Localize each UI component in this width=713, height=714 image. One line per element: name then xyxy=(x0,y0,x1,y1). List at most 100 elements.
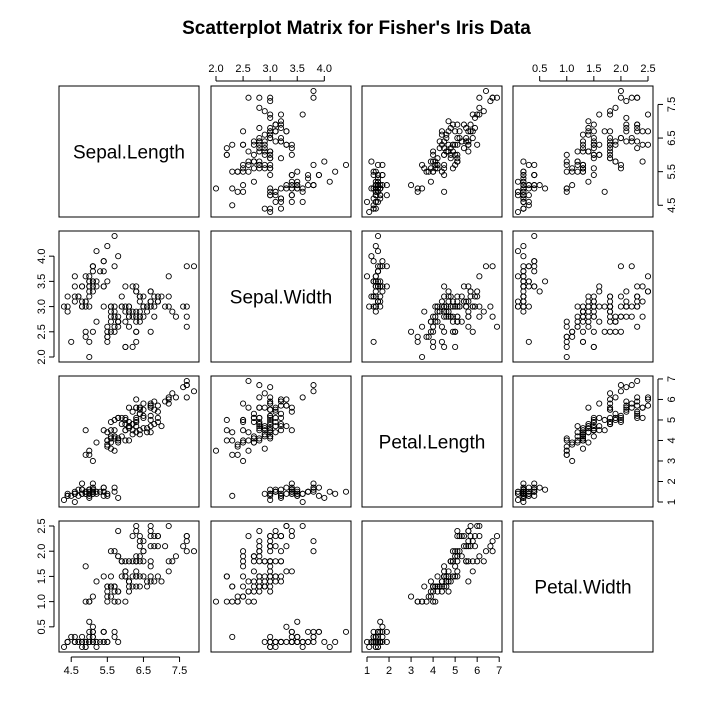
data-point xyxy=(310,94,317,101)
data-point xyxy=(154,533,161,540)
data-point xyxy=(111,484,118,491)
data-point xyxy=(144,308,151,315)
data-point xyxy=(590,145,597,152)
data-point xyxy=(463,298,470,305)
x-tick-label: 1.0 xyxy=(559,63,574,75)
data-point xyxy=(133,396,140,403)
data-point xyxy=(133,527,140,535)
data-point xyxy=(147,404,154,411)
data-point xyxy=(474,293,481,300)
data-point xyxy=(272,527,279,535)
data-point xyxy=(100,258,107,265)
data-point xyxy=(272,423,279,430)
data-point xyxy=(569,168,576,175)
data-point xyxy=(368,638,375,646)
y-tick-label: 2.5 xyxy=(36,518,48,533)
data-point xyxy=(89,486,96,493)
data-point xyxy=(111,303,118,310)
data-point xyxy=(122,573,129,580)
data-point xyxy=(245,377,252,385)
data-point xyxy=(520,243,527,250)
data-point xyxy=(267,558,274,565)
data-point xyxy=(430,148,437,155)
data-point xyxy=(458,553,465,560)
data-point xyxy=(370,185,377,192)
data-point xyxy=(476,94,483,101)
data-point xyxy=(617,94,624,101)
data-point xyxy=(607,406,614,413)
data-point xyxy=(272,573,279,580)
data-point xyxy=(294,633,301,640)
data-point xyxy=(590,414,597,421)
data-point xyxy=(368,185,375,192)
data-point xyxy=(256,165,263,172)
data-point xyxy=(476,273,483,280)
data-point xyxy=(229,168,236,175)
data-point xyxy=(414,598,421,605)
data-point xyxy=(454,573,461,580)
data-point xyxy=(93,318,100,325)
x-tick-label: 0.5 xyxy=(532,63,547,75)
data-point xyxy=(283,543,290,550)
data-point xyxy=(476,111,483,118)
data-point xyxy=(288,628,295,635)
data-point xyxy=(89,328,96,335)
data-point xyxy=(140,558,147,565)
data-point xyxy=(520,263,527,270)
data-point xyxy=(165,568,172,575)
data-point xyxy=(634,323,641,330)
data-point xyxy=(460,533,468,540)
data-point xyxy=(452,573,459,580)
data-point xyxy=(82,328,89,335)
data-point xyxy=(445,118,452,125)
data-point xyxy=(169,558,176,565)
data-point xyxy=(256,558,263,565)
data-point xyxy=(585,298,592,305)
data-point xyxy=(261,490,268,497)
data-point xyxy=(427,158,434,165)
data-point xyxy=(585,323,592,330)
data-point xyxy=(363,273,371,280)
data-point xyxy=(104,588,111,595)
data-point xyxy=(476,104,483,111)
x-tick-label: 7 xyxy=(496,665,502,677)
data-point xyxy=(460,121,468,128)
data-point xyxy=(104,443,111,450)
data-point xyxy=(438,298,445,305)
data-point xyxy=(277,494,285,501)
data-point xyxy=(585,318,592,325)
data-point xyxy=(256,527,263,535)
y-tick-label: 3.0 xyxy=(36,299,48,314)
data-point xyxy=(118,293,125,300)
data-point xyxy=(377,638,384,646)
data-point xyxy=(372,198,379,205)
data-point xyxy=(111,447,118,454)
data-point xyxy=(590,308,597,315)
data-point xyxy=(250,578,257,585)
data-point xyxy=(383,182,390,189)
data-point xyxy=(370,638,377,646)
data-point xyxy=(165,293,172,300)
data-point xyxy=(590,141,597,148)
data-point xyxy=(288,178,295,185)
data-point xyxy=(366,643,373,651)
data-point xyxy=(288,145,295,152)
data-point xyxy=(240,457,247,465)
data-point xyxy=(267,128,274,135)
data-point xyxy=(379,288,386,295)
data-point xyxy=(256,145,263,152)
data-point xyxy=(445,288,452,295)
data-point xyxy=(612,394,619,401)
panel-0-1 xyxy=(210,85,352,218)
data-point xyxy=(372,303,379,310)
data-point xyxy=(245,168,252,175)
data-point xyxy=(100,484,107,491)
data-point xyxy=(441,563,448,570)
data-point xyxy=(644,128,652,135)
data-point xyxy=(267,192,274,199)
data-point xyxy=(256,404,263,411)
data-point xyxy=(240,573,247,580)
panel-2-0 xyxy=(58,375,200,508)
data-point xyxy=(234,593,241,600)
y-tick-label: 5 xyxy=(666,417,678,423)
